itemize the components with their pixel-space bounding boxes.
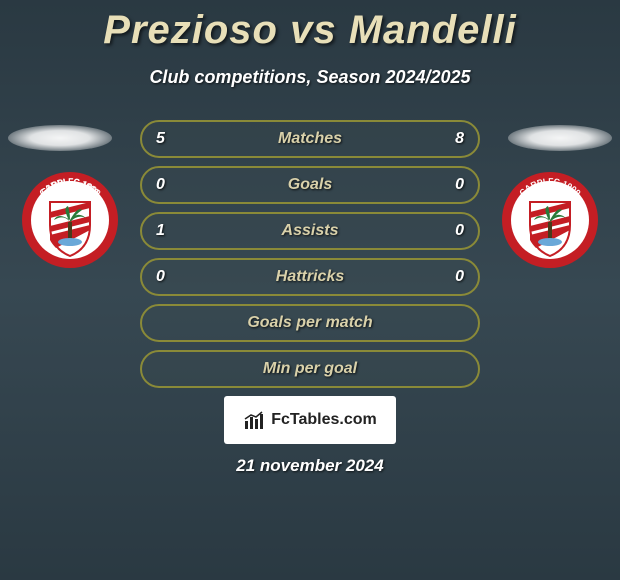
team-badge-right: CARPI FC 1909 <box>500 170 600 270</box>
branding-text: FcTables.com <box>271 411 377 429</box>
stat-label: Goals per match <box>156 314 464 332</box>
stat-label: Goals <box>288 176 332 194</box>
page-subtitle: Club competitions, Season 2024/2025 <box>0 67 620 88</box>
stat-row-min-per-goal: Min per goal <box>140 350 480 388</box>
stat-row-matches: 5 Matches 8 <box>140 120 480 158</box>
stat-left-value: 0 <box>156 176 196 194</box>
date-text: 21 november 2024 <box>0 456 620 476</box>
page-title: Prezioso vs Mandelli <box>0 0 620 53</box>
team-badge-left: CARPI FC 1909 CARPI FC 1909 <box>20 170 120 270</box>
stat-row-goals-per-match: Goals per match <box>140 304 480 342</box>
stat-left-value: 1 <box>156 222 196 240</box>
stat-left-value: 5 <box>156 130 196 148</box>
chart-icon <box>243 409 265 431</box>
stat-label: Matches <box>278 130 342 148</box>
stats-container: 5 Matches 8 0 Goals 0 1 Assists 0 0 Hatt… <box>140 120 480 396</box>
stat-left-value: 0 <box>156 268 196 286</box>
shadow-ellipse-right <box>508 125 612 151</box>
stat-row-assists: 1 Assists 0 <box>140 212 480 250</box>
stat-right-value: 0 <box>424 268 464 286</box>
stat-label: Hattricks <box>276 268 344 286</box>
stat-right-value: 8 <box>424 130 464 148</box>
shadow-ellipse-left <box>8 125 112 151</box>
stat-right-value: 0 <box>424 222 464 240</box>
stat-label: Min per goal <box>156 360 464 378</box>
stat-right-value: 0 <box>424 176 464 194</box>
stat-row-hattricks: 0 Hattricks 0 <box>140 258 480 296</box>
branding-box[interactable]: FcTables.com <box>224 396 396 444</box>
stat-label: Assists <box>282 222 339 240</box>
stat-row-goals: 0 Goals 0 <box>140 166 480 204</box>
